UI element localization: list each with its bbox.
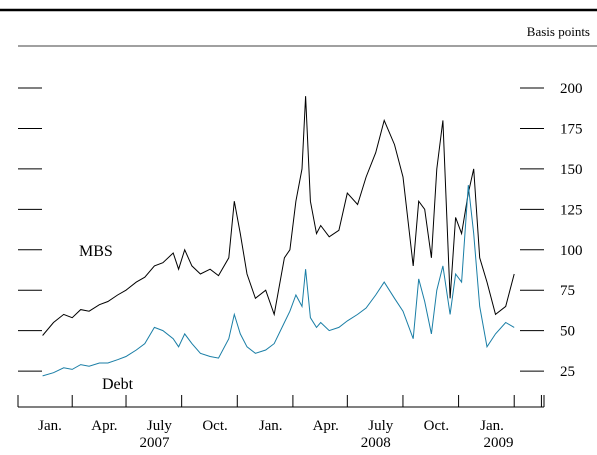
mbs-series-line — [42, 96, 515, 336]
y-tick-label-50: 50 — [560, 324, 575, 340]
mbs-series-label: MBS — [79, 243, 113, 260]
x-tick-label-8: Jan. — [480, 418, 504, 434]
y-tick-label-175: 175 — [560, 121, 583, 137]
x-tick-label-2: July — [147, 418, 173, 434]
x-tick-label-7: Oct. — [424, 418, 449, 434]
y-tick-label-125: 125 — [560, 202, 583, 218]
debt-series-label: Debt — [102, 376, 134, 393]
debt-series-line — [42, 185, 515, 377]
x-tick-label-1: Apr. — [91, 418, 117, 434]
x-tick-label-5: Apr. — [313, 418, 339, 434]
y-tick-label-150: 150 — [560, 162, 583, 178]
year-label-2008: 2008 — [361, 435, 391, 451]
y-tick-label-200: 200 — [560, 81, 583, 97]
y-tick-label-100: 100 — [560, 243, 583, 259]
unit-label: Basis points — [527, 24, 590, 39]
x-tick-label-3: Oct. — [202, 418, 227, 434]
y-tick-label-75: 75 — [560, 283, 575, 299]
year-label-2009: 2009 — [483, 435, 513, 451]
x-tick-label-4: Jan. — [259, 418, 283, 434]
x-tick-label-0: Jan. — [38, 418, 62, 434]
year-label-2007: 2007 — [139, 435, 170, 451]
y-tick-label-25: 25 — [560, 364, 575, 380]
x-tick-label-6: July — [368, 418, 394, 434]
